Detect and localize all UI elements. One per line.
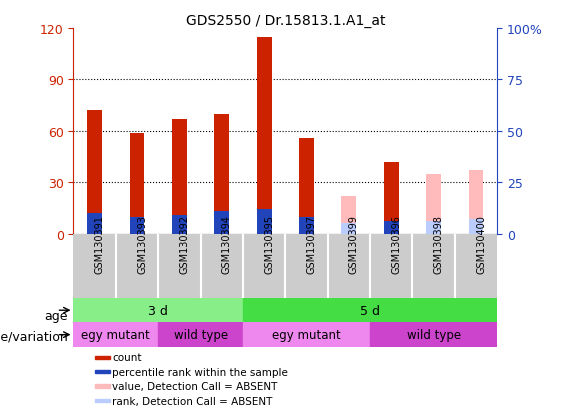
FancyBboxPatch shape [243, 298, 497, 323]
Text: GSM130397: GSM130397 [306, 214, 316, 273]
Bar [95, 370, 110, 374]
Bar [87, 214, 102, 234]
Bar [341, 224, 357, 234]
Bar [172, 119, 187, 234]
Bar [172, 216, 187, 234]
Text: value, Detection Call = ABSENT: value, Detection Call = ABSENT [112, 381, 278, 391]
FancyBboxPatch shape [370, 323, 497, 347]
Text: wild type: wild type [407, 328, 460, 341]
Bar [299, 218, 314, 234]
Text: age: age [44, 309, 68, 323]
Bar [384, 162, 399, 234]
Bar [468, 220, 484, 234]
Text: 3 d: 3 d [148, 304, 168, 317]
Bar [299, 138, 314, 234]
Bar [129, 133, 145, 234]
Text: GSM130393: GSM130393 [137, 214, 147, 273]
Bar [95, 356, 110, 359]
Bar [87, 111, 102, 234]
Bar [468, 171, 484, 234]
Bar [257, 38, 272, 234]
Bar [384, 162, 399, 234]
FancyBboxPatch shape [158, 323, 243, 347]
Text: egy mutant: egy mutant [272, 328, 341, 341]
Bar [341, 197, 357, 234]
Title: GDS2550 / Dr.15813.1.A1_at: GDS2550 / Dr.15813.1.A1_at [185, 14, 385, 28]
Text: percentile rank within the sample: percentile rank within the sample [112, 367, 288, 377]
Bar [214, 211, 229, 234]
Bar [384, 222, 399, 234]
Bar [95, 399, 110, 402]
FancyBboxPatch shape [243, 323, 370, 347]
Text: GSM130398: GSM130398 [434, 214, 444, 273]
Bar [257, 209, 272, 234]
Text: genotype/variation: genotype/variation [0, 330, 68, 343]
Bar [214, 114, 229, 234]
Text: GSM130396: GSM130396 [391, 214, 401, 273]
Text: rank, Detection Call = ABSENT: rank, Detection Call = ABSENT [112, 396, 273, 406]
Bar [129, 218, 145, 234]
Text: GSM130394: GSM130394 [221, 214, 232, 273]
Bar [95, 385, 110, 388]
Bar [426, 174, 441, 234]
Bar [384, 222, 399, 234]
Text: GSM130391: GSM130391 [95, 214, 105, 273]
Text: GSM130395: GSM130395 [264, 214, 274, 273]
Text: egy mutant: egy mutant [81, 328, 150, 341]
Text: wild type: wild type [173, 328, 228, 341]
Text: 5 d: 5 d [360, 304, 380, 317]
Text: GSM130392: GSM130392 [179, 214, 189, 273]
Text: GSM130400: GSM130400 [476, 214, 486, 273]
FancyBboxPatch shape [73, 298, 243, 323]
Text: GSM130399: GSM130399 [349, 214, 359, 273]
FancyBboxPatch shape [73, 323, 158, 347]
Bar [426, 222, 441, 234]
Text: count: count [112, 352, 142, 362]
